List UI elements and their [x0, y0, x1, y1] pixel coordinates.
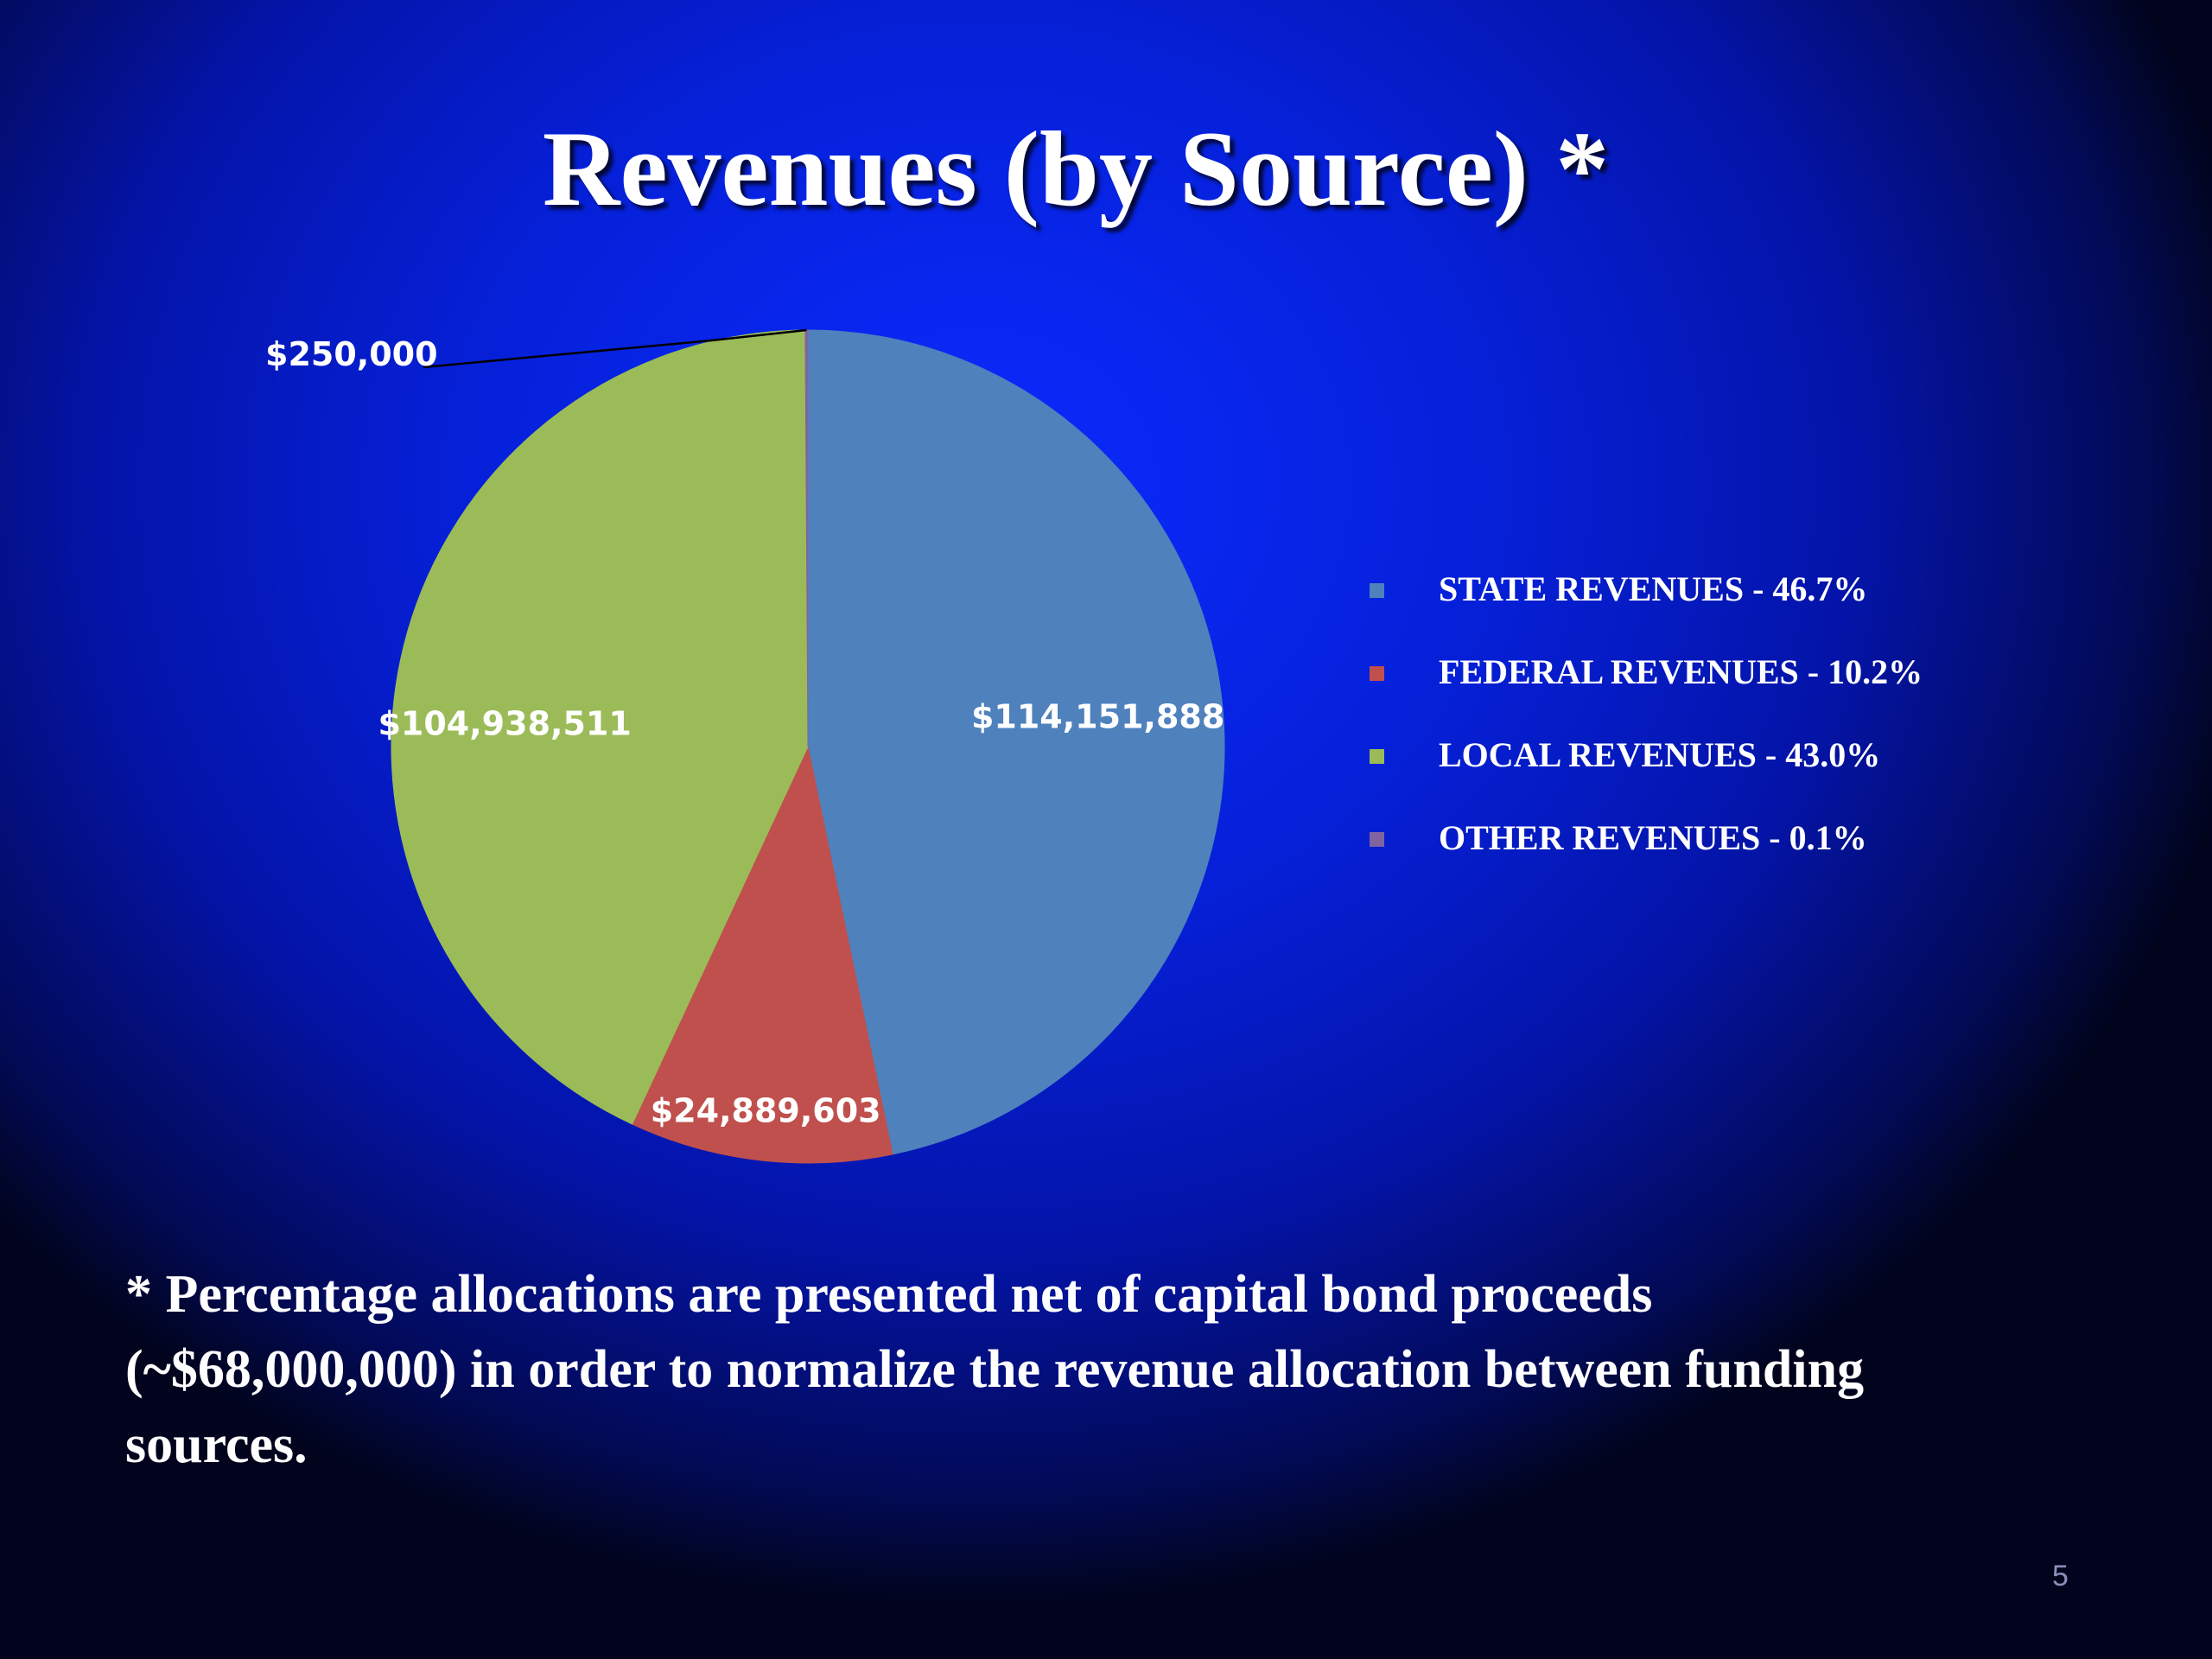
legend-swatch [1370, 749, 1384, 764]
legend-item-other-revenues: OTHER REVENUES - 0.1% [1370, 810, 2061, 893]
legend-label: FEDERAL REVENUES - 10.2% [1439, 652, 1923, 691]
legend-item-federal-revenues: FEDERAL REVENUES - 10.2% [1370, 645, 2061, 728]
data-label-other-revenues: $250,000 [265, 335, 438, 373]
leader-line-other-revenues [423, 328, 807, 369]
footnote: * Percentage allocations are presented n… [125, 1265, 1865, 1474]
pie-slice-federal-revenues [632, 745, 893, 1164]
legend-label: STATE REVENUES - 46.7% [1439, 569, 1868, 608]
chart-legend: STATE REVENUES - 46.7% FEDERAL REVENUES -… [1370, 562, 2061, 893]
legend-swatch [1370, 666, 1384, 681]
data-label-state-revenues: $114,151,888 [971, 698, 1224, 736]
legend-label: OTHER REVENUES - 0.1% [1439, 818, 1867, 857]
slide-title: Revenues (by Source) * [542, 110, 1610, 228]
legend-item-state-revenues: STATE REVENUES - 46.7% [1370, 562, 2061, 645]
pie-slice-local-revenues [391, 329, 809, 1125]
pie-slice-state-revenues [807, 329, 1225, 1155]
legend-item-local-revenues: LOCAL REVENUES - 43.0% [1370, 728, 2061, 810]
legend-swatch [1370, 583, 1384, 598]
legend-swatch [1370, 832, 1384, 847]
data-label-federal-revenues: $24,889,603 [651, 1091, 881, 1129]
legend-label: LOCAL REVENUES - 43.0% [1439, 735, 1881, 774]
data-label-local-revenues: $104,938,511 [378, 705, 631, 743]
slide-number: 5 [2052, 1560, 2069, 1592]
